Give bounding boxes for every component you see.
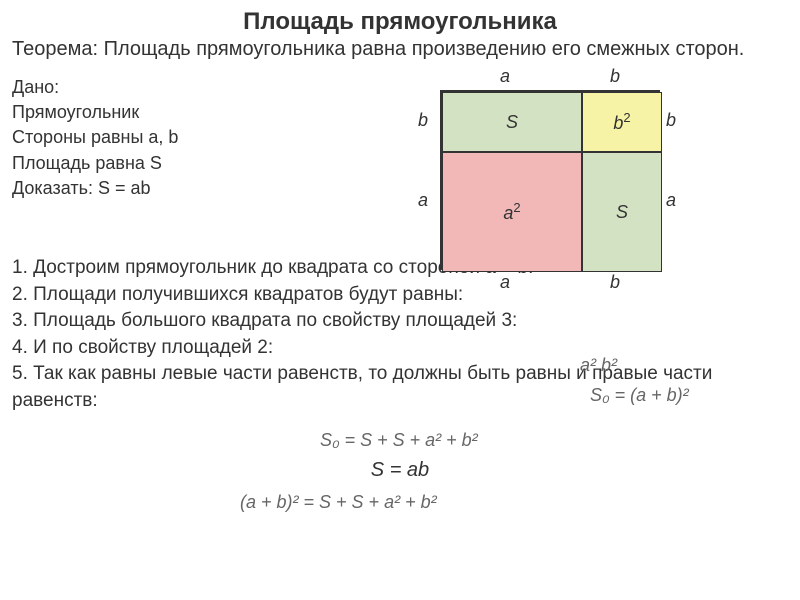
- math-e2: S₀ = (a + b)²: [590, 385, 689, 406]
- diagram-container: a b b a b a a b S b2 a2 S: [400, 60, 750, 290]
- step-3: 3. Площадь большого квадрата по свойству…: [12, 308, 788, 335]
- cell-S-top: S: [442, 92, 582, 152]
- given-heading: Дано:: [12, 75, 372, 100]
- cell-a2: a2: [442, 152, 582, 272]
- theorem-text: Теорема: Площадь прямоугольника равна пр…: [0, 36, 800, 63]
- cell-S-top-label: S: [506, 112, 518, 133]
- given-line3: Площадь равна S: [12, 151, 372, 176]
- label-a-top: a: [500, 66, 510, 87]
- label-a-bottom: a: [500, 272, 510, 293]
- math-e4: (a + b)² = S + S + a² + b²: [240, 492, 437, 513]
- given-line1: Прямоугольник: [12, 100, 372, 125]
- math-e1: a² b²: [580, 355, 617, 376]
- given-line2: Стороны равны a, b: [12, 125, 372, 150]
- cell-S-right: S: [582, 152, 662, 272]
- given-block: Дано: Прямоугольник Стороны равны a, b П…: [12, 67, 372, 201]
- cell-b2-label: b2: [613, 110, 630, 134]
- label-b-top: b: [610, 66, 620, 87]
- final-equation: S = ab: [0, 459, 800, 482]
- page-title: Площадь прямоугольника: [0, 0, 800, 36]
- math-e3: S₀ = S + S + a² + b²: [320, 430, 478, 451]
- given-prove: Доказать: S = ab: [12, 176, 372, 201]
- label-b-right: b: [666, 110, 676, 131]
- label-b-left: b: [418, 110, 428, 131]
- cell-a2-label: a2: [503, 200, 520, 224]
- label-a-left: a: [418, 190, 428, 211]
- square-diagram: S b2 a2 S: [440, 90, 660, 270]
- cell-b2: b2: [582, 92, 662, 152]
- label-a-right: a: [666, 190, 676, 211]
- cell-S-right-label: S: [616, 202, 628, 223]
- step-4: 4. И по свойству площадей 2:: [12, 335, 788, 362]
- label-b-bottom: b: [610, 272, 620, 293]
